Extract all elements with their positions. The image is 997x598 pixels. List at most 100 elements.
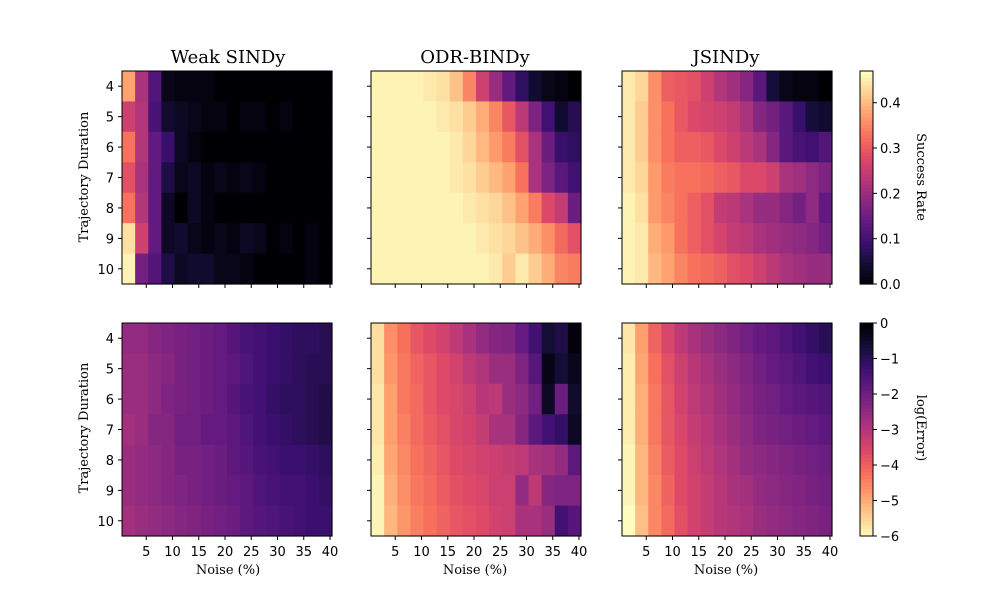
heatmap-cell: [674, 444, 689, 476]
heatmap-cell: [622, 383, 636, 415]
heatmap-cell: [410, 353, 425, 385]
heatmap-cell: [384, 162, 398, 194]
heatmap-cell: [818, 383, 833, 415]
colorbar-segment: [860, 259, 873, 264]
heatmap-cell: [462, 131, 477, 163]
heatmap-cell: [122, 223, 136, 255]
heatmap-cell: [436, 475, 451, 507]
heatmap-cell: [635, 444, 649, 476]
heatmap-cell: [423, 131, 438, 163]
colorbar-segment: [860, 383, 873, 388]
heatmap-cell: [727, 383, 741, 415]
heatmap-cell: [687, 323, 702, 355]
heatmap-cell: [397, 131, 411, 163]
heatmap-cell: [753, 192, 767, 224]
heatmap-cell: [187, 414, 202, 446]
heatmap-cell: [253, 444, 267, 476]
heatmap-cell: [161, 162, 176, 194]
colorbar-segment: [860, 454, 873, 459]
colorbar-segment: [860, 120, 873, 125]
heatmap-cell: [515, 101, 530, 133]
y-tick-label: 8: [106, 202, 114, 217]
colorbar-tick-label: 0.1: [880, 233, 901, 248]
heatmap-cell: [792, 383, 807, 415]
heatmap-cell: [476, 323, 490, 355]
heatmap-cell: [753, 444, 767, 476]
heatmap-cell: [489, 71, 503, 103]
heatmap-cell: [135, 192, 149, 224]
heatmap-cell: [161, 414, 176, 446]
heatmap-cell: [792, 253, 807, 285]
heatmap-cell: [266, 131, 281, 163]
colorbar-segment: [860, 99, 873, 104]
heatmap-cell: [779, 353, 794, 385]
heatmap-cell: [279, 414, 294, 446]
heatmap-cell: [187, 475, 202, 507]
heatmap-cell: [700, 444, 715, 476]
heatmap-cell: [462, 71, 477, 103]
colorbar-segment: [860, 244, 873, 250]
heatmap-cell: [200, 475, 215, 507]
heatmap-cell: [266, 223, 281, 255]
heatmap-cell: [622, 101, 636, 133]
colorbar-segment: [860, 376, 873, 381]
heatmap-cell: [567, 353, 582, 385]
heatmap-cell: [423, 223, 438, 255]
colorbar-segment: [860, 166, 873, 171]
colorbar-segment: [860, 106, 873, 111]
colorbar-segment: [860, 418, 873, 423]
heatmap-cell: [648, 444, 662, 476]
heatmap-cell: [554, 253, 569, 285]
heatmap-cell: [305, 101, 320, 133]
colorbar-segment: [860, 88, 873, 93]
heatmap-cell: [476, 475, 490, 507]
colorbar-segment: [860, 131, 873, 136]
heatmap-cell: [753, 353, 767, 385]
heatmap-cell: [279, 131, 294, 163]
heatmap-cell: [200, 101, 215, 133]
heatmap-cell: [318, 414, 333, 446]
heatmap-cell: [279, 223, 294, 255]
heatmap-cell: [227, 131, 241, 163]
heatmap-cell: [292, 162, 307, 194]
heatmap-cell: [279, 323, 294, 355]
heatmap-cell: [279, 505, 294, 537]
heatmap-cell: [449, 475, 464, 507]
heatmap-cell: [661, 223, 676, 255]
heatmap-cell: [713, 131, 728, 163]
colorbar-segment: [860, 266, 873, 271]
heatmap-cell: [779, 444, 794, 476]
heatmap-cell: [489, 383, 503, 415]
heatmap-cell: [318, 253, 333, 285]
heatmap-cell: [371, 444, 385, 476]
colorbar-segment: [860, 390, 873, 395]
heatmap-cell: [661, 414, 676, 446]
heatmap-cell: [661, 71, 676, 103]
heatmap-cell: [700, 253, 715, 285]
heatmap-cell: [371, 353, 385, 385]
heatmap-cell: [410, 383, 425, 415]
heatmap-cell: [661, 475, 676, 507]
heatmap-cell: [792, 505, 807, 537]
heatmap-cell: [397, 162, 411, 194]
heatmap-cell: [187, 505, 202, 537]
heatmap-cell: [567, 101, 582, 133]
heatmap-cell: [135, 162, 149, 194]
colorbar-segment: [860, 447, 873, 452]
heatmap-cell: [292, 101, 307, 133]
heatmap-cell: [713, 353, 728, 385]
heatmap-cell: [541, 101, 556, 133]
heatmap-cell: [200, 71, 215, 103]
heatmap-cell: [266, 323, 281, 355]
heatmap-cell: [397, 323, 411, 355]
heatmap-cell: [541, 192, 556, 224]
heatmap-cell: [135, 444, 149, 476]
heatmap-cell: [622, 505, 636, 537]
heatmap-cell: [305, 383, 320, 415]
heatmap-cell: [318, 192, 333, 224]
heatmap-cell: [818, 353, 833, 385]
heatmap-cell: [476, 253, 490, 285]
heatmap-cell: [700, 323, 715, 355]
heatmap-cell: [818, 162, 833, 194]
heatmap-cell: [753, 162, 767, 194]
